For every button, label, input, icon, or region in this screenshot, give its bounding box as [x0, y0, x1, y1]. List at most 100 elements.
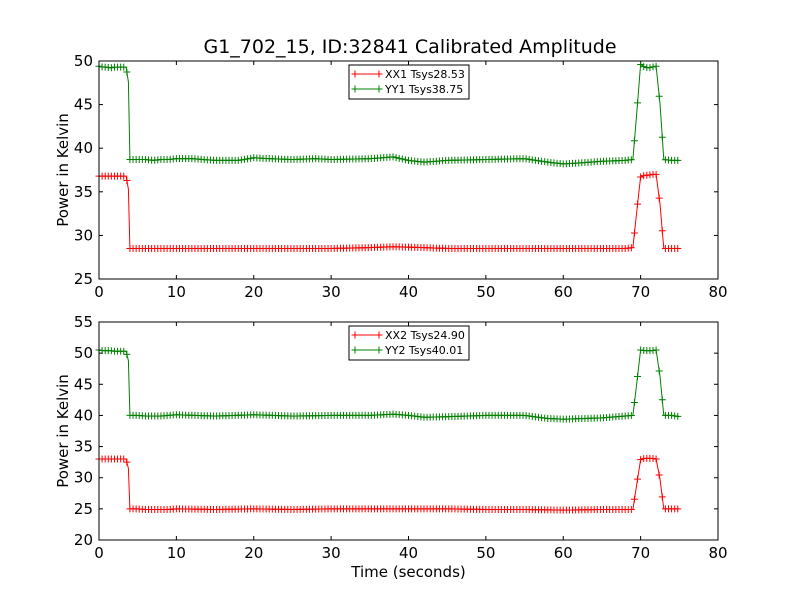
plot-frame: [98, 60, 719, 280]
x-tick-label: 30: [322, 283, 341, 301]
x-tick-label: 10: [167, 283, 186, 301]
x-tick-label: 40: [399, 283, 418, 301]
legend-marker: [351, 85, 359, 93]
legend-entry: XX2 Tsys24.90: [351, 329, 465, 342]
x-tick-label: 80: [708, 544, 727, 562]
data-point-marker: [389, 153, 397, 161]
data-point-marker: [655, 471, 663, 479]
data-point-marker: [123, 68, 131, 76]
data-point-marker: [627, 412, 635, 420]
legend-marker: [375, 85, 383, 93]
data-point-marker: [123, 176, 131, 184]
data-point-marker: [637, 456, 645, 464]
data-point-marker: [652, 346, 660, 354]
data-point-marker: [398, 155, 406, 163]
y-tick-label: 50: [74, 52, 93, 70]
x-tick-label: 50: [476, 544, 495, 562]
series-markers: [95, 454, 682, 514]
plot-frame: [98, 321, 719, 541]
data-point-marker: [240, 155, 248, 163]
data-point-marker: [392, 154, 400, 162]
data-point-marker: [237, 156, 245, 164]
y-tick-label: 40: [74, 406, 93, 424]
legend: XX2 Tsys24.90 YY2 Tsys40.01: [348, 325, 470, 361]
legend-marker: [351, 70, 359, 78]
data-point-marker: [634, 372, 642, 380]
data-point-marker: [674, 505, 682, 513]
data-point-marker: [634, 200, 642, 208]
y-tick-label: 30: [74, 226, 93, 244]
y-tick-label: 35: [74, 438, 93, 456]
data-point-marker: [674, 412, 682, 420]
data-point-marker: [123, 350, 131, 358]
data-point-marker: [627, 156, 635, 164]
legend-marker: [351, 331, 359, 339]
legend-marker: [375, 70, 383, 78]
x-tick-label: 20: [244, 283, 263, 301]
data-point-marker: [649, 63, 657, 71]
legend-marker: [375, 331, 383, 339]
data-point-marker: [646, 171, 654, 179]
y-tick-label: 25: [74, 270, 93, 288]
y-tick-label: 40: [74, 139, 93, 157]
x-tick-label: 70: [631, 283, 650, 301]
series-1-2: [95, 60, 682, 168]
legend-label: YY1 Tsys38.75: [384, 83, 463, 96]
data-point-marker: [658, 227, 666, 235]
series-markers: [95, 170, 682, 252]
data-point-marker: [655, 367, 663, 375]
data-point-marker: [630, 229, 638, 237]
data-point-marker: [637, 173, 645, 181]
y-tick-label: 45: [74, 375, 93, 393]
series-1-1: [95, 170, 682, 252]
legend-entry: YY1 Tsys38.75: [351, 83, 463, 96]
x-tick-label: 10: [167, 544, 186, 562]
data-point-marker: [234, 156, 242, 164]
data-point-marker: [652, 455, 660, 463]
series-markers: [95, 60, 682, 168]
data-point-marker: [658, 493, 666, 501]
legend-entry: YY2 Tsys40.01: [351, 344, 463, 357]
data-point-marker: [640, 63, 648, 71]
data-point-marker: [627, 505, 635, 513]
data-point-marker: [123, 458, 131, 466]
x-tick-label: 80: [708, 283, 727, 301]
data-point-marker: [652, 62, 660, 70]
y-tick-label: 25: [74, 500, 93, 518]
legend-entry: XX1 Tsys28.53: [351, 68, 465, 81]
x-tick-label: 0: [94, 544, 104, 562]
legend-label: XX1 Tsys28.53: [385, 68, 465, 81]
data-point-marker: [658, 396, 666, 404]
data-point-marker: [630, 137, 638, 145]
data-point-marker: [674, 244, 682, 252]
y-tick-label: 35: [74, 183, 93, 201]
data-point-marker: [120, 63, 128, 71]
x-tick-label: 50: [476, 283, 495, 301]
series-2-1: [95, 454, 682, 514]
data-point-marker: [395, 154, 403, 162]
data-point-marker: [630, 495, 638, 503]
data-point-marker: [658, 133, 666, 141]
data-point-marker: [120, 172, 128, 180]
data-point-marker: [120, 455, 128, 463]
data-point-marker: [655, 194, 663, 202]
y-axis-label: Power in Kelvin: [54, 374, 72, 488]
legend-box: [348, 325, 470, 361]
legend: XX1 Tsys28.53 YY1 Tsys38.75: [348, 64, 470, 100]
data-point-marker: [646, 64, 654, 72]
data-point-marker: [652, 170, 660, 178]
legend-box: [348, 64, 470, 100]
y-tick-label: 30: [74, 469, 93, 487]
x-tick-label: 40: [399, 544, 418, 562]
data-point-marker: [634, 475, 642, 483]
chart-panel-2: 0 10 20 30 40 50 60 70 80 20 25 30 35 40 45 50 55 Power i…: [54, 313, 728, 581]
data-point-marker: [630, 398, 638, 406]
data-point-marker: [627, 244, 635, 252]
y-axis-label: Power in Kelvin: [54, 113, 72, 227]
y-tick-label: 20: [74, 531, 93, 549]
x-tick-label: 0: [94, 283, 104, 301]
legend-marker: [351, 346, 359, 354]
